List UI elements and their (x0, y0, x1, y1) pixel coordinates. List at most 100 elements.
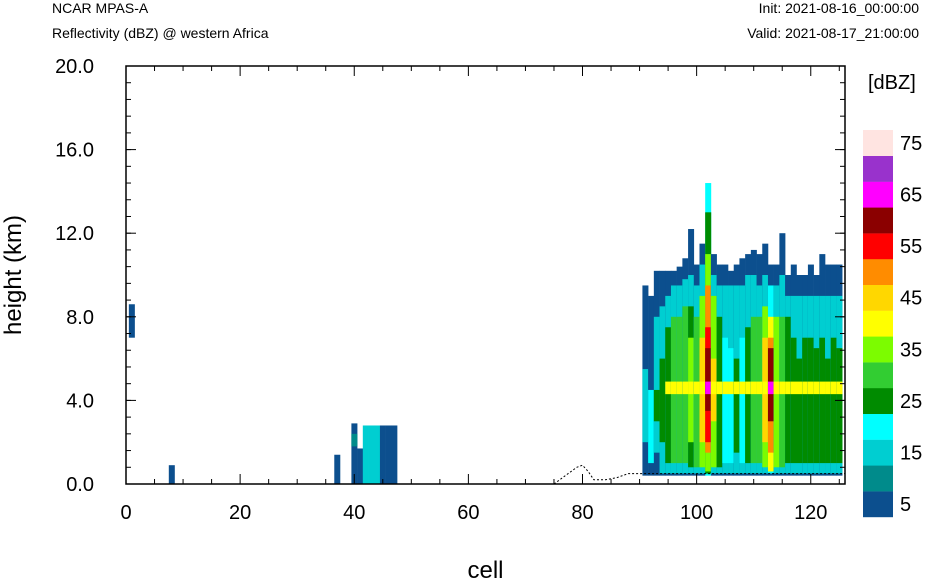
colorbar-label: 45 (900, 288, 922, 310)
reflectivity-cell (733, 358, 740, 453)
y-tick-label: 8.0 (66, 307, 94, 329)
reflectivity-cell (368, 425, 375, 484)
x-tick-label: 80 (571, 502, 593, 524)
reflectivity-cell (722, 381, 729, 395)
reflectivity-cell (128, 304, 135, 338)
reflectivity-cell (802, 381, 809, 395)
reflectivity-cell (728, 381, 735, 395)
colorbar-swatch (863, 413, 893, 440)
axes: 0 20 40 60 80 100 120 0.0 4.0 8.0 12.0 16.0 20.0 (55, 56, 845, 524)
reflectivity-cell (819, 381, 826, 395)
reflectivity-cell (785, 381, 792, 395)
reflectivity-cell (807, 381, 814, 395)
reflectivity-cell (710, 381, 717, 395)
reflectivity-cell (830, 381, 837, 395)
y-tick-label: 0.0 (66, 474, 94, 496)
y-axis-label: height (km) (0, 215, 27, 335)
reflectivity-cell (642, 369, 649, 443)
reflectivity-cell (379, 425, 386, 484)
reflectivity-cell (357, 448, 364, 484)
reflectivity-cell (825, 381, 832, 395)
colorbar-swatch (863, 181, 893, 208)
reflectivity-cell (168, 465, 175, 484)
reflectivity-cell (716, 381, 723, 395)
reflectivity-cell (351, 423, 358, 484)
x-tick-label: 0 (120, 502, 131, 524)
reflectivity-cell (767, 381, 774, 395)
reflectivity-cell (745, 381, 752, 395)
reflectivity-cell (351, 433, 358, 447)
reflectivity-cell (802, 337, 809, 464)
colorbar-swatch (863, 284, 893, 311)
model-name: NCAR MPAS-A (52, 0, 149, 16)
colorbar-label: 35 (900, 339, 922, 361)
colorbar-swatch (863, 362, 893, 389)
reflectivity-cell (728, 348, 735, 464)
colorbar-swatch (863, 207, 893, 234)
reflectivity-cell (693, 381, 700, 395)
reflectivity-cell (665, 327, 672, 464)
reflectivity-cell (705, 348, 712, 411)
reflectivity-cell (762, 381, 769, 395)
reflectivity-cell (653, 389, 660, 422)
valid-time: Valid: 2021-08-17_21:00:00 (747, 25, 919, 41)
reflectivity-cell (385, 425, 392, 484)
reflectivity-cell (739, 381, 746, 395)
colorbar-label: 75 (900, 133, 922, 155)
colorbar-swatch (863, 491, 893, 518)
reflectivity-cell (670, 381, 677, 395)
y-tick-label: 12.0 (55, 223, 94, 245)
colorbar-unit: [dBZ] (868, 72, 916, 94)
x-tick-label: 60 (457, 502, 479, 524)
reflectivity-cell (659, 358, 666, 443)
colorbar-swatch (863, 439, 893, 466)
colorbar-swatch (863, 310, 893, 337)
reflectivity-cell (750, 381, 757, 395)
reflectivity-cell (790, 381, 797, 395)
colorbar-label: 65 (900, 185, 922, 207)
colorbar-swatch (863, 259, 893, 285)
colorbar-swatch (863, 155, 893, 182)
reflectivity-cell (825, 358, 832, 464)
colorbar-swatch (863, 465, 893, 492)
x-tick-label: 40 (343, 502, 365, 524)
reflectivity-cell (779, 381, 786, 395)
init-time: Init: 2021-08-16_00:00:00 (758, 0, 919, 16)
x-tick-label: 120 (794, 502, 827, 524)
reflectivity-cell (722, 337, 729, 464)
reflectivity-cell (665, 381, 672, 395)
colorbar-label: 5 (900, 494, 911, 516)
reflectivity-cell (813, 348, 820, 464)
colorbar-swatch (863, 388, 893, 414)
reflectivity-cell (391, 425, 398, 484)
colorbar: 5 15 25 35 45 55 65 75 (863, 130, 922, 518)
reflectivity-cell (682, 381, 689, 395)
reflectivity-cell (648, 295, 655, 476)
colorbar-swatch (863, 233, 893, 260)
colorbar-swatch (863, 336, 893, 363)
reflectivity-cell (836, 381, 843, 395)
reflectivity-cell (796, 381, 803, 395)
reflectivity-cell (334, 454, 341, 484)
reflectivity-cells (128, 183, 843, 484)
colorbar-label: 55 (900, 236, 922, 258)
x-tick-label: 100 (680, 502, 713, 524)
x-axis-label: cell (467, 557, 503, 580)
reflectivity-cell (773, 381, 780, 395)
reflectivity-cell (830, 337, 837, 464)
reflectivity-cell (688, 381, 695, 395)
reflectivity-cell (362, 425, 369, 484)
reflectivity-cell (819, 337, 826, 464)
reflectivity-cell (653, 316, 660, 453)
reflectivity-cell (756, 381, 763, 395)
y-tick-label: 20.0 (55, 56, 94, 78)
reflectivity-cell (676, 381, 683, 395)
reflectivity-cell (790, 337, 797, 464)
reflectivity-cell (813, 381, 820, 395)
colorbar-swatch (863, 130, 893, 156)
field-description: Reflectivity (dBZ) @ western Africa (52, 25, 269, 41)
plot-frame (125, 65, 846, 485)
reflectivity-cell (699, 381, 706, 395)
reflectivity-cell (739, 337, 746, 464)
